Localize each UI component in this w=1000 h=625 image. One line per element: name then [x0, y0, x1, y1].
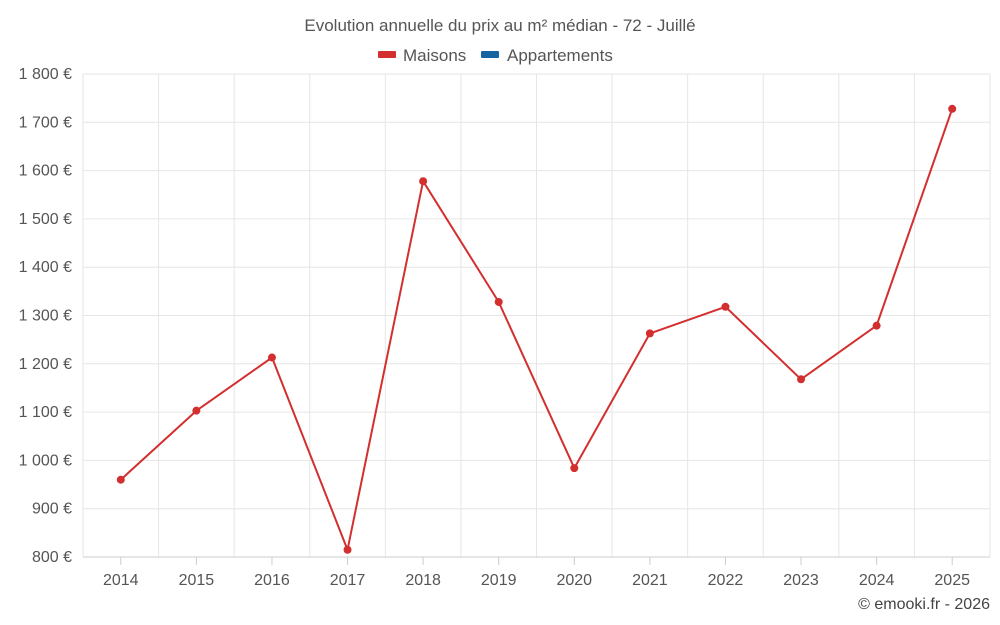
- data-point-maisons[interactable]: [721, 302, 730, 311]
- y-tick-label: 1 100 €: [19, 404, 72, 421]
- data-point-maisons[interactable]: [116, 475, 125, 484]
- legend-label-appartements: Appartements: [507, 46, 613, 65]
- x-tick-label: 2019: [481, 572, 517, 589]
- data-point-maisons[interactable]: [570, 464, 579, 473]
- x-tick-label: 2021: [632, 572, 668, 589]
- data-point-maisons[interactable]: [494, 297, 503, 306]
- y-axis-ticks: 800 € 900 € 1 000 € 1 100 € 1 200 € 1 300 € 1 …: [19, 66, 72, 566]
- x-tick-label: 2014: [103, 572, 139, 589]
- grid: [82, 73, 991, 558]
- legend-item-maisons[interactable]: Maisons: [378, 46, 466, 65]
- y-tick-label: 800 €: [32, 549, 72, 566]
- data-point-maisons[interactable]: [948, 104, 957, 113]
- legend: Maisons Appartements: [378, 46, 613, 65]
- legend-item-appartements[interactable]: Appartements: [481, 46, 613, 65]
- data-point-maisons[interactable]: [419, 177, 428, 186]
- series-line-maisons: [120, 108, 954, 551]
- legend-swatch-maisons: [378, 51, 396, 58]
- x-tick-label: 2016: [254, 572, 290, 589]
- legend-swatch-appartements: [481, 51, 499, 58]
- series-maisons: [116, 104, 957, 554]
- y-tick-label: 1 700 €: [19, 114, 72, 131]
- x-tick-label: 2023: [783, 572, 819, 589]
- x-tick-label: 2022: [708, 572, 744, 589]
- data-point-maisons[interactable]: [797, 375, 806, 384]
- x-tick-label: 2015: [179, 572, 215, 589]
- y-tick-label: 1 500 €: [19, 211, 72, 228]
- x-tick-label: 2020: [556, 572, 592, 589]
- x-tick-label: 2017: [330, 572, 366, 589]
- y-tick-label: 1 200 €: [19, 356, 72, 373]
- data-point-maisons[interactable]: [645, 329, 654, 338]
- x-axis-ticks: 2014 2015 2016 2017 2018 2019 2020 2021 2022 2023…: [103, 557, 970, 589]
- data-point-maisons[interactable]: [192, 406, 201, 415]
- legend-label-maisons: Maisons: [403, 46, 466, 65]
- y-tick-label: 1 000 €: [19, 452, 72, 469]
- x-tick-label: 2025: [934, 572, 970, 589]
- y-tick-label: 1 400 €: [19, 259, 72, 276]
- data-point-maisons[interactable]: [343, 545, 352, 554]
- y-tick-label: 1 800 €: [19, 66, 72, 83]
- data-point-maisons[interactable]: [267, 353, 276, 362]
- x-tick-label: 2024: [859, 572, 895, 589]
- y-tick-label: 900 €: [32, 501, 72, 518]
- y-tick-label: 1 300 €: [19, 308, 72, 325]
- credit-text: © emooki.fr - 2026: [858, 596, 990, 613]
- chart-title: Evolution annuelle du prix au m² médian …: [304, 16, 695, 35]
- y-tick-label: 1 600 €: [19, 163, 72, 180]
- x-tick-label: 2018: [405, 572, 441, 589]
- data-point-maisons[interactable]: [872, 321, 881, 330]
